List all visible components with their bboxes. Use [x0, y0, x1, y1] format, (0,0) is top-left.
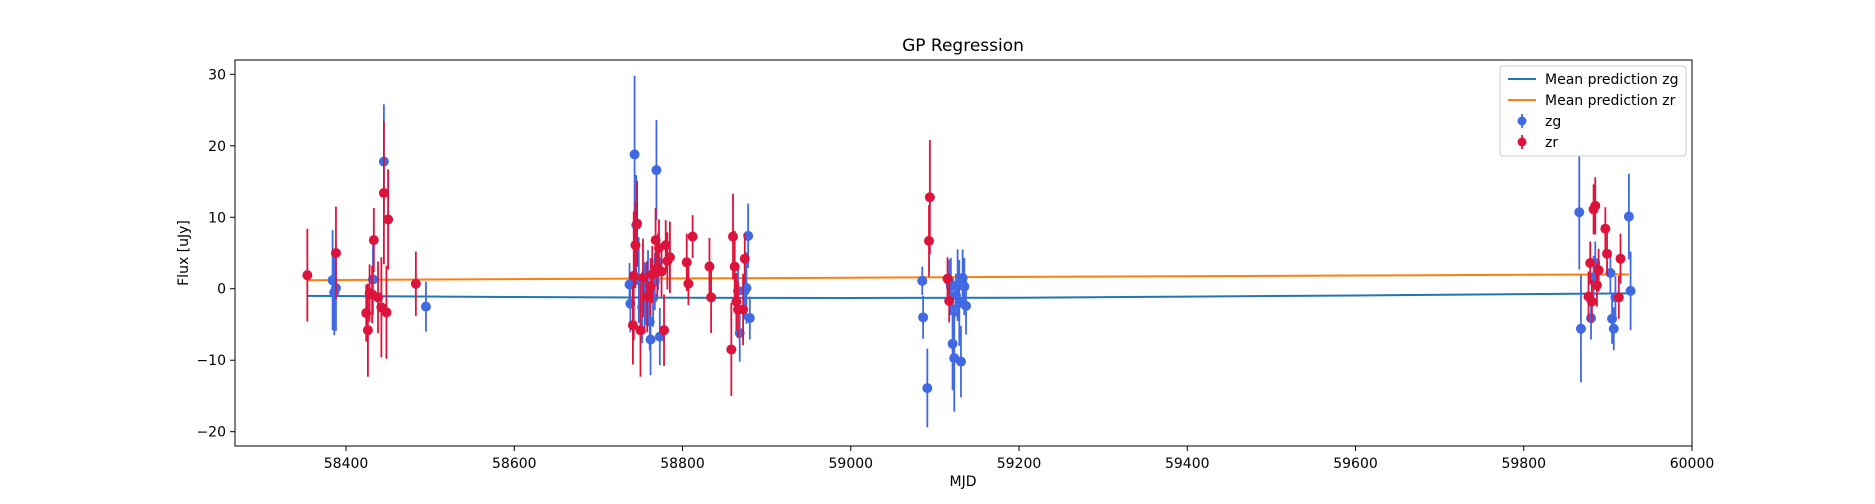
data-point	[664, 252, 675, 263]
data-point	[1593, 265, 1604, 276]
x-tick-label: 59600	[1333, 456, 1378, 472]
x-tick-label: 59200	[997, 456, 1042, 472]
data-point	[918, 312, 929, 323]
mean-line-zg	[307, 292, 1629, 300]
data-point	[922, 383, 933, 394]
data-point	[1575, 323, 1586, 334]
y-tick-label: −10	[196, 353, 226, 369]
data-point	[726, 344, 737, 355]
mean-line-zr	[307, 273, 1629, 282]
data-point	[744, 313, 755, 324]
data-point	[1602, 248, 1613, 259]
x-axis-label: MJD	[950, 474, 977, 490]
data-point	[1600, 223, 1611, 234]
y-tick-label: −20	[196, 425, 226, 441]
data-point	[681, 257, 692, 268]
data-point	[1590, 200, 1601, 211]
data-point	[635, 325, 646, 336]
data-point	[302, 270, 313, 281]
x-tick-label: 59400	[1165, 456, 1210, 472]
data-point	[628, 270, 639, 281]
legend-entry-zg: zg	[1517, 114, 1561, 130]
data-point	[738, 304, 749, 315]
data-point	[1625, 285, 1636, 296]
legend-label: zr	[1545, 135, 1558, 151]
legend-label: Mean prediction zr	[1545, 93, 1676, 109]
y-tick-label: 30	[208, 67, 226, 83]
data-point	[368, 235, 379, 246]
data-point	[637, 273, 648, 284]
data-point	[645, 281, 656, 292]
data-point	[378, 187, 389, 198]
data-point	[1574, 207, 1585, 218]
data-point	[947, 338, 958, 349]
legend-label: zg	[1545, 114, 1561, 130]
data-point	[656, 266, 667, 277]
x-tick-label: 58800	[660, 456, 705, 472]
data-point	[924, 192, 935, 203]
plot-area	[302, 75, 1636, 428]
data-point	[1585, 258, 1596, 269]
data-point	[917, 275, 928, 286]
x-tick-label: 59000	[829, 456, 874, 472]
y-tick-label: 20	[208, 139, 226, 155]
data-point	[362, 325, 373, 336]
legend-label: Mean prediction zg	[1545, 72, 1679, 88]
legend-entry-mean-zr: Mean prediction zr	[1508, 93, 1676, 109]
data-point	[420, 301, 431, 312]
data-point	[1613, 292, 1624, 303]
legend-entry-mean-zg: Mean prediction zg	[1508, 72, 1679, 88]
x-tick-label: 59800	[1501, 456, 1546, 472]
data-point	[706, 292, 717, 303]
plot-frame	[234, 59, 1693, 447]
data-point	[687, 231, 698, 242]
data-point	[942, 273, 953, 284]
data-point	[961, 300, 972, 311]
legend-box	[1499, 65, 1687, 157]
series-zr	[302, 121, 1626, 396]
data-point	[959, 281, 970, 292]
data-point	[629, 149, 640, 160]
data-point	[729, 261, 740, 272]
data-point	[1586, 296, 1597, 307]
data-point	[1591, 280, 1602, 291]
x-tick-label: 60000	[1670, 456, 1715, 472]
y-tick-label: 10	[208, 210, 226, 226]
chart-title: GP Regression	[902, 36, 1024, 56]
data-point	[704, 261, 715, 272]
data-point	[728, 231, 739, 242]
y-tick-label: 0	[217, 282, 226, 298]
legend-entry-zr: zr	[1517, 135, 1558, 151]
x-tick-label: 58600	[492, 456, 537, 472]
data-point	[1608, 323, 1619, 334]
data-point	[739, 253, 750, 264]
data-point	[955, 356, 966, 367]
data-point	[330, 248, 341, 258]
data-point	[1615, 253, 1626, 264]
axes: 58400 58600 58800 59000 59200 59400 59600 59800…	[196, 59, 1715, 472]
data-point	[410, 278, 421, 289]
legend: Mean prediction zg Mean prediction zr zg zr	[1499, 65, 1687, 157]
data-point	[944, 295, 955, 306]
x-tick-label: 58400	[324, 456, 369, 472]
data-point	[381, 307, 392, 318]
data-point	[632, 218, 643, 229]
data-point	[630, 240, 641, 251]
data-point	[683, 278, 694, 289]
data-point	[651, 165, 662, 176]
data-point	[383, 214, 394, 225]
data-point	[1623, 211, 1634, 222]
legend-point-swatch	[1517, 116, 1527, 126]
legend-point-swatch	[1517, 137, 1527, 147]
data-point	[659, 325, 670, 336]
data-point	[645, 334, 656, 345]
y-axis-label: Flux [uJy]	[176, 220, 192, 286]
series-zg	[327, 75, 1636, 428]
